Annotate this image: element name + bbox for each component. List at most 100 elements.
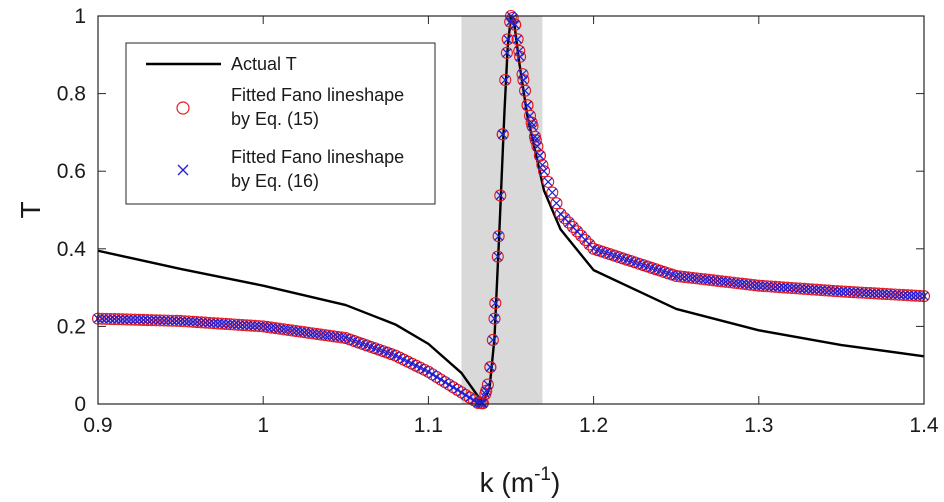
eq15-circle-point: [876, 287, 889, 300]
eq15-circle-point: [199, 316, 212, 329]
eq16-cross-point: [316, 329, 326, 340]
eq15-circle-point: [686, 271, 699, 284]
eq16-cross-point: [527, 121, 538, 131]
eq16-cross-point: [304, 328, 314, 338]
eq15-circle-point: [765, 280, 778, 293]
eq15-circle-point: [153, 314, 166, 327]
eq16-cross-point: [118, 314, 128, 324]
eq16-cross-point: [547, 187, 557, 198]
legend-box: [125, 42, 436, 205]
eq15-circle-point: [511, 33, 524, 46]
y-tick-label: 0: [74, 393, 86, 416]
x-axis-ticks: 0.9 1 1.1 1.2 1.3 1.4: [83, 16, 939, 437]
eq16-cross-point: [495, 190, 505, 201]
x-axis-title-superscript: -1: [534, 464, 551, 485]
eq16-cross-point: [774, 282, 785, 292]
eq15-circle-point: [794, 282, 807, 295]
eq16-cross-point: [151, 315, 161, 325]
eq15-circle-point: [207, 317, 220, 330]
eq15-circle-point: [96, 312, 109, 325]
fit-eq15-markers: [91, 9, 931, 410]
eq15-circle-point: [699, 273, 712, 286]
eq16-cross-point: [489, 314, 500, 324]
eq16-cross-point: [725, 277, 735, 287]
eq15-circle-point: [491, 250, 504, 263]
eq15-circle-point: [843, 285, 856, 299]
eq16-cross-point: [898, 290, 908, 300]
eq16-cross-point: [427, 369, 438, 379]
eq16-cross-point: [741, 279, 752, 289]
eq16-cross-point: [700, 274, 710, 284]
eq15-circle-point: [802, 283, 815, 296]
eq15-circle-point: [719, 275, 732, 288]
eq15-circle-point: [789, 282, 803, 295]
eq15-circle-point: [682, 271, 695, 284]
eq15-circle-point: [893, 288, 906, 301]
eq16-cross-point: [683, 272, 694, 283]
eq16-cross-point: [138, 315, 149, 325]
eq15-circle-point: [575, 229, 588, 242]
eq16-cross-point: [791, 283, 801, 293]
eq15-circle-point: [145, 314, 158, 327]
eq16-cross-point: [510, 20, 520, 30]
eq16-cross-point: [270, 323, 281, 333]
eq15-circle-point: [166, 314, 179, 327]
x-axis-title-main: k (m: [480, 467, 534, 498]
x-tick-label: 0.9: [83, 414, 112, 437]
eq16-cross-point: [525, 111, 535, 121]
eq15-circle-point: [501, 33, 514, 46]
eq16-cross-point: [209, 318, 219, 328]
eq16-cross-point: [475, 398, 486, 408]
eq16-cross-point: [279, 324, 289, 334]
shaded-band: [461, 16, 543, 404]
eq15-circle-point: [913, 289, 926, 302]
eq15-circle-point: [810, 283, 823, 296]
eq15-circle-point: [112, 313, 125, 326]
legend-cross-marker: [177, 164, 189, 176]
eq16-cross-point: [291, 326, 301, 336]
eq15-circle-point: [554, 207, 567, 220]
eq15-circle-point: [158, 314, 171, 327]
eq16-cross-point: [845, 287, 855, 297]
eq16-cross-point: [246, 320, 256, 331]
eq15-circle-point: [884, 288, 898, 301]
eq16-cross-point: [213, 318, 223, 329]
eq15-circle-point: [191, 315, 204, 329]
eq16-cross-point: [134, 315, 144, 325]
eq15-circle-point: [678, 270, 691, 283]
x-tick-label: 1: [257, 414, 269, 437]
eq16-cross-point: [708, 275, 718, 285]
fit-eq16-markers: [93, 11, 929, 408]
eq15-circle-point: [558, 212, 571, 225]
legend: Actual T Fitted Fano lineshape by Eq. (1…: [125, 42, 436, 205]
eq16-cross-point: [754, 281, 764, 291]
eq16-cross-point: [308, 328, 318, 339]
eq16-cross-point: [733, 278, 743, 288]
eq15-circle-point: [537, 165, 551, 178]
eq15-circle-point: [736, 277, 749, 290]
eq15-circle-point: [674, 270, 687, 283]
eq16-cross-point: [799, 284, 809, 294]
eq16-cross-point: [488, 335, 498, 345]
eq16-cross-point: [465, 392, 475, 403]
eq15-circle-point: [224, 318, 237, 331]
eq15-circle-point: [855, 286, 869, 299]
eq16-cross-point: [911, 291, 921, 301]
eq16-cross-point: [795, 283, 805, 294]
eq16-cross-point: [531, 135, 541, 145]
eq16-cross-point: [770, 282, 780, 292]
eq16-cross-point: [478, 398, 488, 408]
eq15-circle-point: [798, 282, 811, 295]
eq15-circle-point: [723, 276, 736, 289]
eq15-circle-point: [518, 84, 532, 97]
y-tick-label: 0.6: [57, 160, 86, 183]
eq15-circle-point: [137, 313, 150, 326]
eq16-cross-point: [167, 316, 177, 326]
eq16-cross-point: [869, 288, 880, 298]
eq16-cross-point: [915, 291, 925, 301]
eq15-circle-point: [785, 281, 798, 295]
eq16-cross-point: [217, 319, 227, 329]
eq15-circle-point: [571, 225, 584, 238]
eq16-cross-point: [233, 320, 244, 330]
eq15-circle-point: [839, 285, 852, 298]
